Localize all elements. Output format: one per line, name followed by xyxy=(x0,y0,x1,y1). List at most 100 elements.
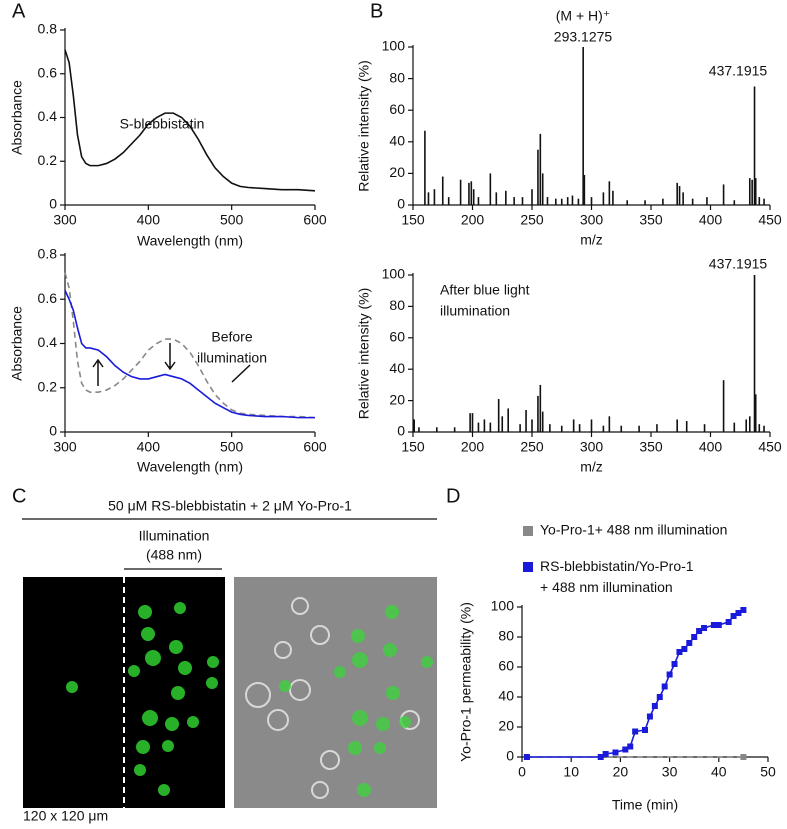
marker xyxy=(730,613,737,619)
y-tick-label: 0.4 xyxy=(38,334,58,350)
peak xyxy=(745,419,747,432)
x-tick-label: 150 xyxy=(401,439,425,455)
peak xyxy=(620,425,623,432)
peak xyxy=(602,192,605,205)
peak xyxy=(525,410,527,432)
panel-label: B xyxy=(370,0,383,22)
peak xyxy=(748,178,751,205)
panel-label: D xyxy=(446,485,460,507)
peak xyxy=(497,399,500,432)
peak xyxy=(590,197,593,205)
x-axis-label: m/z xyxy=(580,459,603,475)
x-tick-label: 450 xyxy=(758,212,782,228)
peak xyxy=(612,190,614,205)
marker xyxy=(686,640,693,646)
peak xyxy=(626,200,628,205)
x-tick-label: 300 xyxy=(53,439,77,455)
y-tick-label: 0 xyxy=(49,196,57,212)
peak xyxy=(477,422,480,432)
x-axis-label: m/z xyxy=(580,232,603,248)
y-tick-label: 0.8 xyxy=(38,21,58,37)
marker xyxy=(740,607,747,613)
x-tick-label: 300 xyxy=(53,212,77,228)
peak xyxy=(748,416,751,432)
marker xyxy=(691,634,698,640)
x-tick-label: 400 xyxy=(699,212,723,228)
marker xyxy=(646,713,653,720)
peak xyxy=(513,197,515,205)
marker xyxy=(661,683,668,690)
y-tick-label: 100 xyxy=(491,598,515,614)
peak xyxy=(471,413,474,432)
peak xyxy=(537,149,539,205)
peak xyxy=(656,424,658,432)
peak xyxy=(733,200,736,205)
y-tick-label: 40 xyxy=(389,133,405,149)
marker xyxy=(597,754,604,760)
peak xyxy=(433,189,436,205)
peak xyxy=(539,133,542,205)
peak xyxy=(662,198,664,205)
panel-label: A xyxy=(12,0,26,22)
marker xyxy=(642,727,648,733)
x-tick-label: 250 xyxy=(520,212,544,228)
marker xyxy=(740,754,747,760)
peak xyxy=(571,195,574,205)
peak xyxy=(682,192,684,205)
y-tick-label: 60 xyxy=(389,101,405,117)
y-tick-label: 0.8 xyxy=(38,246,58,262)
peak xyxy=(566,197,569,205)
marker xyxy=(681,646,688,652)
peak xyxy=(638,425,640,432)
peak xyxy=(722,184,725,205)
illumination-label: (488 nm) xyxy=(146,547,202,563)
marker xyxy=(656,694,663,700)
x-tick-label: 400 xyxy=(137,212,161,228)
cells xyxy=(66,602,219,796)
x-tick-label: 40 xyxy=(711,764,727,780)
y-tick-label: 20 xyxy=(498,718,514,734)
y-tick-label: 0 xyxy=(506,748,514,764)
peak xyxy=(477,197,480,205)
peak xyxy=(424,130,426,205)
peak xyxy=(577,198,580,205)
peak xyxy=(441,176,444,205)
peak xyxy=(555,198,557,205)
series-line xyxy=(64,49,316,192)
x-axis-label: Time (min) xyxy=(612,797,678,813)
y-tick-label: 40 xyxy=(498,688,514,704)
y-tick-label: 0.2 xyxy=(38,152,58,168)
peak xyxy=(541,411,544,432)
peak xyxy=(676,182,678,205)
peak xyxy=(531,189,533,205)
legend-swatch xyxy=(523,562,533,572)
peak xyxy=(495,192,498,205)
y-tick-label: 80 xyxy=(389,297,405,313)
x-tick-label: 350 xyxy=(639,212,663,228)
annotation: After blue light xyxy=(440,282,530,298)
peak xyxy=(539,384,542,432)
legend-label-line: RS-blebbistatin/Yo-Pro-1 xyxy=(540,558,694,574)
peak xyxy=(413,419,415,432)
peak xyxy=(453,427,456,432)
peak xyxy=(572,419,575,432)
peak xyxy=(501,416,504,432)
peak xyxy=(758,197,761,205)
peak xyxy=(722,380,725,432)
x-tick-label: 50 xyxy=(760,764,776,780)
y-axis-label: Yo-Pro-1 permeability (%) xyxy=(458,602,474,762)
annotation: 437.1915 xyxy=(709,256,768,272)
brightfield-image xyxy=(234,577,437,808)
peak xyxy=(763,425,765,432)
peak xyxy=(754,394,757,432)
x-tick-label: 500 xyxy=(220,439,244,455)
peak xyxy=(582,47,584,205)
peak xyxy=(418,427,420,432)
marker xyxy=(671,661,678,667)
panel-c-title: 50 μM RS-blebbistatin + 2 μM Yo-Pro-1 xyxy=(108,498,352,514)
peak xyxy=(753,86,756,205)
illumination-label: Illumination xyxy=(139,528,210,544)
cells xyxy=(279,605,433,797)
peak xyxy=(751,179,753,205)
